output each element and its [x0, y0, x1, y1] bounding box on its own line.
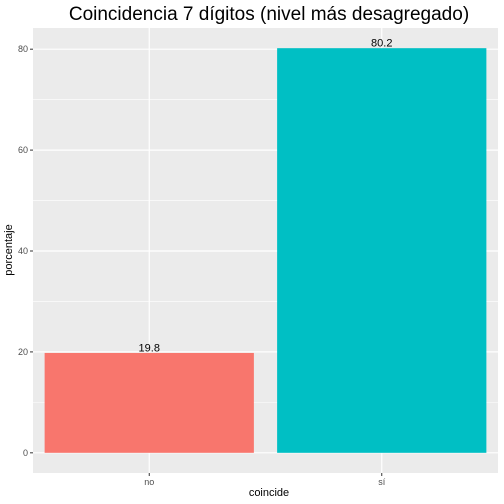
y-tick-label: 0 [23, 448, 28, 458]
y-tick-label: 20 [18, 347, 28, 357]
y-tick-label: 40 [18, 246, 28, 256]
bar-no [44, 352, 254, 453]
bar-sí [277, 48, 487, 453]
bar-value-labels: 19.8 80.2 [139, 38, 393, 355]
y-tick-label: 60 [18, 145, 28, 155]
x-tick-label: sí [378, 477, 386, 487]
x-tick-label: no [144, 477, 154, 487]
y-tick-label: 80 [18, 44, 28, 54]
bar-value-label: 19.8 [139, 342, 160, 354]
bar-value-label: 80.2 [371, 38, 392, 50]
x-axis-title: coincide [249, 487, 289, 499]
y-axis-title: porcentaje [3, 224, 15, 275]
bars [44, 48, 487, 453]
chart-title: Coincidencia 7 dígitos (nivel más desagr… [69, 4, 469, 25]
y-axis: 0 20 40 60 80 [18, 44, 33, 458]
x-axis: no sí [144, 473, 386, 487]
